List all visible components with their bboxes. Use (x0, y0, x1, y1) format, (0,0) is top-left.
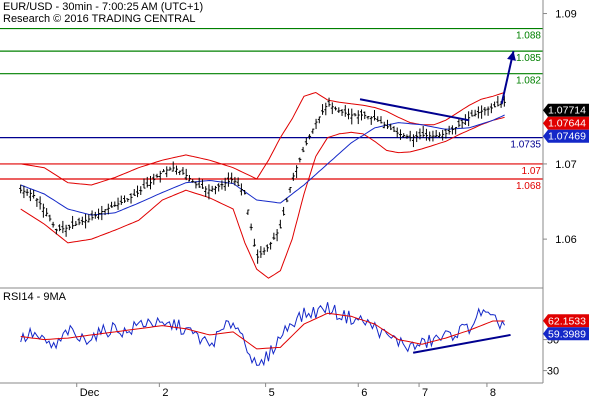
level-label-5: 1.068 (516, 181, 541, 192)
chart-header-copyright: Research © 2016 TRADING CENTRAL (3, 13, 196, 25)
rsi-tag-0: 62.1533 (548, 315, 586, 327)
projection-arrow-shaft (500, 50, 515, 104)
chart-header-title: EUR/USD - 30min - 7:00:25 AM (UTC+1) (3, 1, 204, 13)
rsi-tag-bg-1 (543, 327, 589, 341)
rsi-panel-title: RSI14 - 9MA (3, 291, 66, 303)
x-tick-3: 6 (361, 387, 367, 399)
price-y-tick-2: 1.06 (555, 234, 576, 246)
price-tag-bg-0 (543, 103, 589, 117)
rsi-series-rsi (20, 302, 506, 367)
level-label-3: 1.0735 (510, 140, 541, 151)
price-series-bollinger_lower (20, 116, 505, 279)
price-y-tick-0: 1.09 (555, 9, 576, 21)
price-y-tick-1: 1.07 (555, 159, 576, 171)
price-trendline (359, 98, 470, 122)
projection-arrow-head (507, 51, 516, 61)
rsi-trendline (412, 333, 511, 354)
x-tick-2: 5 (269, 387, 275, 399)
level-label-1: 1.085 (516, 53, 541, 64)
price-bars (19, 95, 506, 264)
x-tick-0: Dec (80, 387, 100, 399)
x-tick-4: 7 (422, 387, 428, 399)
price-tag-1: 1.07644 (548, 118, 586, 130)
x-tick-5: 8 (490, 387, 496, 399)
price-tag-bg-1 (543, 116, 589, 130)
level-label-2: 1.082 (516, 76, 541, 87)
price-tag-bg-2 (543, 129, 589, 143)
level-label-4: 1.07 (522, 166, 542, 177)
rsi-series-rsi_ma (20, 312, 505, 350)
rsi-y-tick-1: 30 (547, 366, 559, 378)
price-series-bollinger_upper (20, 91, 505, 186)
price-panel: 1.088 1.085 1.082 1.0735 1.07 1.068 (0, 27, 543, 279)
price-tag-0: 1.07714 (548, 105, 586, 117)
price-tag-2: 1.07469 (548, 131, 586, 143)
level-label-0: 1.088 (516, 31, 541, 42)
price-series-moving_average (20, 114, 505, 216)
rsi-tag-1: 59.3989 (548, 328, 586, 340)
rsi-tag-bg-0 (543, 314, 589, 328)
x-tick-1: 2 (162, 387, 168, 399)
rsi-panel (20, 302, 511, 367)
